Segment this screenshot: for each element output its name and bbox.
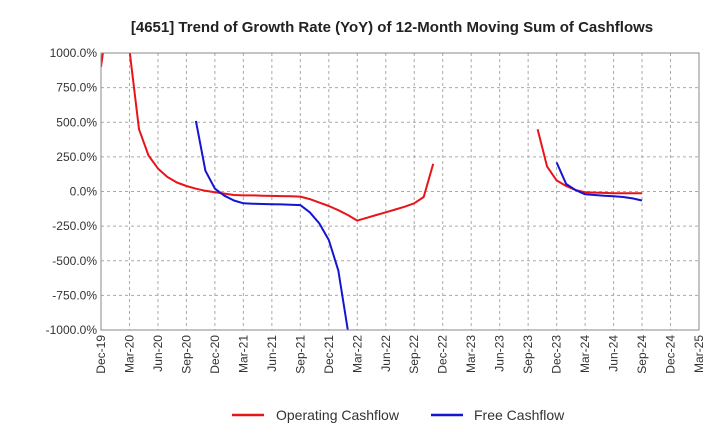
x-axis: Dec-19 Mar-20 Jun-20 Sep-20 Dec-20 Mar-21 Jun-… xyxy=(94,335,706,374)
y-tick-label: 250.0% xyxy=(56,150,97,164)
x-tick-label: Mar-23 xyxy=(464,335,478,373)
x-tick-label: Dec-21 xyxy=(322,335,336,374)
y-tick-label: -1000.0% xyxy=(46,323,98,337)
x-tick-label: Dec-23 xyxy=(550,335,564,374)
x-tick-label: Jun-24 xyxy=(607,335,621,372)
grid xyxy=(100,52,700,331)
y-axis: 1000.0% 750.0% 500.0% 250.0% 0.0% -250.0% -500… xyxy=(46,46,98,337)
plot-series xyxy=(101,53,643,330)
x-tick-label: Mar-20 xyxy=(122,335,136,373)
x-tick-label: Jun-22 xyxy=(379,335,393,372)
x-tick-label: Jun-21 xyxy=(265,335,279,372)
y-tick-label: 500.0% xyxy=(56,115,97,129)
y-tick-label: 0.0% xyxy=(70,185,98,199)
free-cashflow-line-1 xyxy=(555,161,643,202)
x-tick-label: Sep-22 xyxy=(407,335,421,374)
y-tick-label: -500.0% xyxy=(52,254,97,268)
x-tick-label: Jun-23 xyxy=(493,335,507,372)
free-cashflow-line-0 xyxy=(194,120,349,330)
x-tick-label: Sep-23 xyxy=(521,335,535,374)
x-tick-label: Mar-24 xyxy=(578,335,592,373)
x-tick-label: Dec-24 xyxy=(664,335,678,374)
x-tick-label: Sep-20 xyxy=(179,335,193,374)
x-tick-label: Dec-22 xyxy=(436,335,450,374)
x-tick-label: Dec-20 xyxy=(208,335,222,374)
x-tick-label: Sep-21 xyxy=(293,335,307,374)
y-tick-label: 1000.0% xyxy=(50,46,98,60)
operating-cashflow-line-0 xyxy=(101,53,435,222)
x-tick-label: Jun-20 xyxy=(151,335,165,372)
x-tick-label: Mar-25 xyxy=(692,335,706,373)
operating-cashflow-line-1 xyxy=(536,128,642,195)
y-tick-label: 750.0% xyxy=(56,81,97,95)
y-tick-label: -750.0% xyxy=(52,288,97,302)
plot-frame xyxy=(100,52,700,331)
x-tick-label: Dec-19 xyxy=(94,335,108,374)
chart-title: [4651] Trend of Growth Rate (YoY) of 12-… xyxy=(131,19,653,36)
y-tick-label: -250.0% xyxy=(52,219,97,233)
x-tick-label: Mar-21 xyxy=(236,335,250,373)
legend-label-operating: Operating Cashflow xyxy=(276,407,400,423)
x-tick-label: Sep-24 xyxy=(635,335,649,374)
legend-label-free: Free Cashflow xyxy=(474,407,565,423)
x-tick-label: Mar-22 xyxy=(350,335,364,373)
legend: Operating Cashflow Free Cashflow xyxy=(232,407,565,423)
